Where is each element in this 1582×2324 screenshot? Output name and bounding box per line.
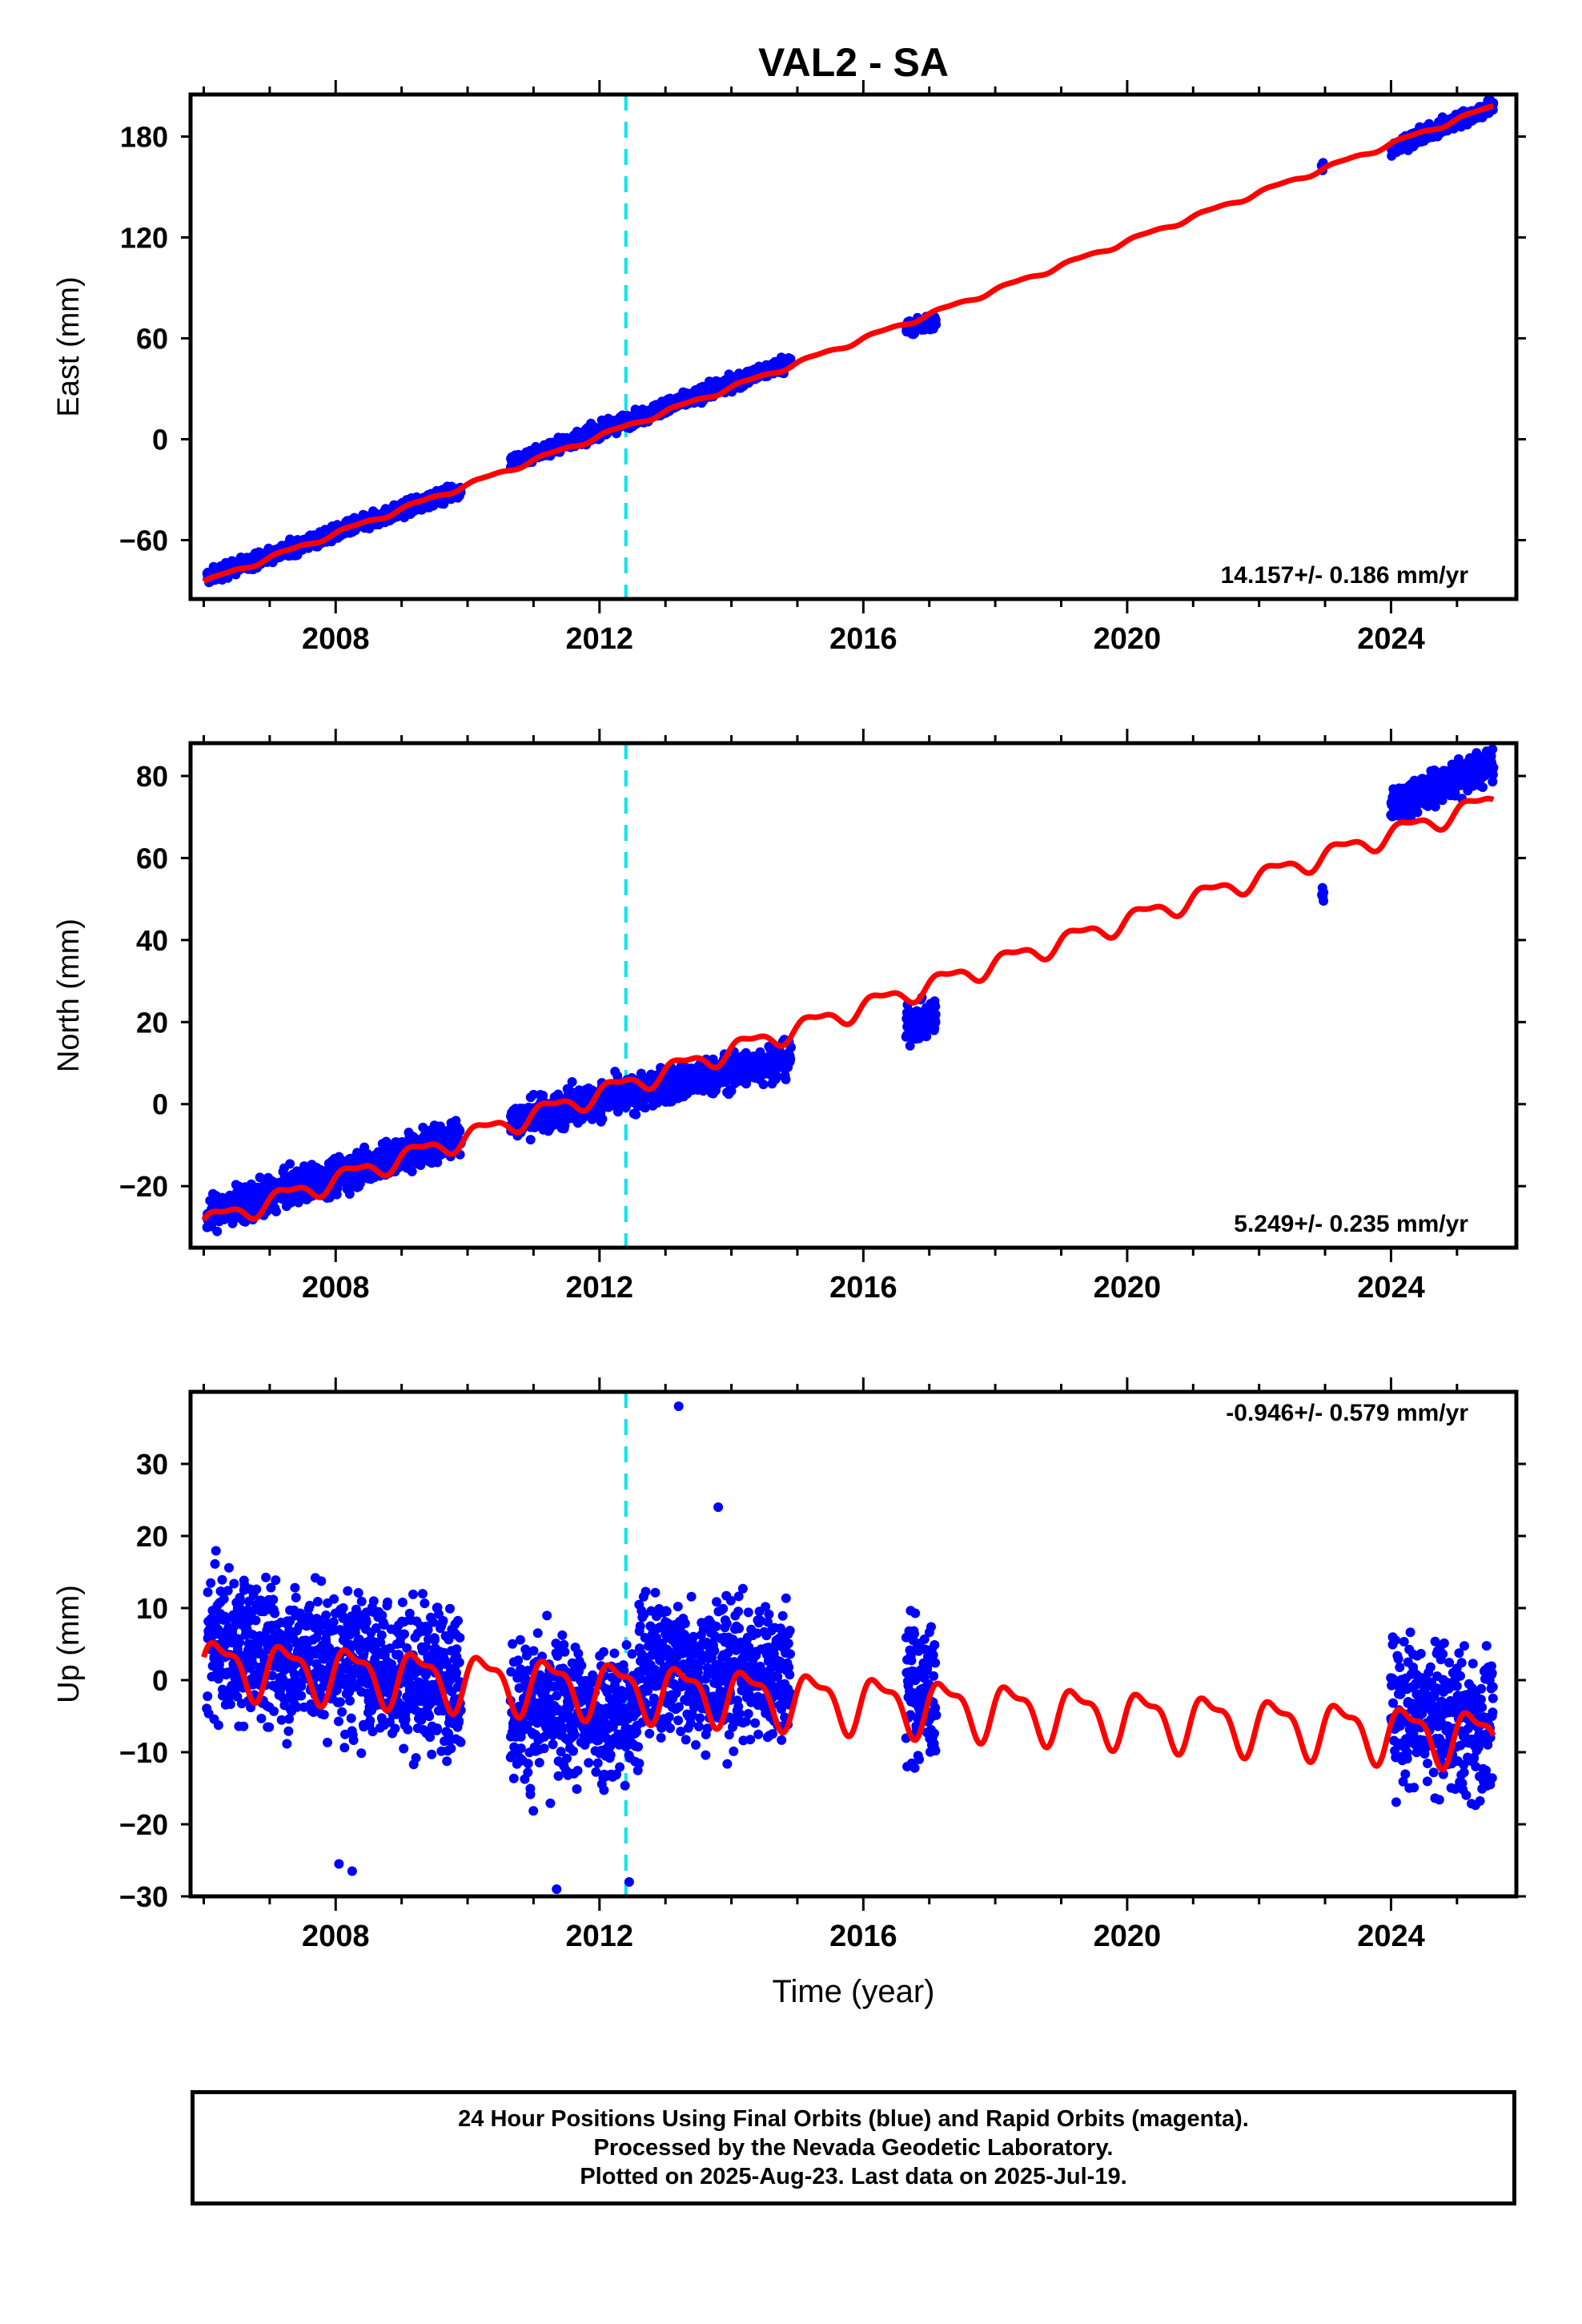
x-tick-label: 2008	[302, 622, 370, 656]
data-point	[285, 1159, 295, 1169]
data-point	[631, 1109, 641, 1120]
y-axis-label: East (mm)	[52, 276, 86, 416]
model-fit-line	[201, 103, 1496, 585]
data-point	[203, 1587, 213, 1598]
y-tick-label: 180	[120, 121, 168, 154]
y-tick-label: 0	[152, 1088, 168, 1121]
figure-title: VAL2 - SA	[758, 40, 949, 85]
data-point	[1488, 762, 1499, 773]
final-orbit-points	[202, 1401, 1498, 1894]
data-point	[1488, 744, 1498, 754]
data-point	[407, 1166, 417, 1176]
data-point	[772, 1072, 782, 1082]
data-point	[224, 1562, 234, 1573]
x-tick-label: 2008	[302, 1271, 370, 1305]
data-point	[455, 1126, 465, 1136]
y-tick-label: −20	[119, 1170, 168, 1203]
data-point	[203, 1691, 213, 1702]
y-tick-label: 0	[152, 424, 168, 456]
rate-label: 5.249+/- 0.235 mm/yr	[1234, 1211, 1468, 1237]
data-point	[931, 320, 942, 330]
data-point	[210, 1558, 220, 1569]
y-axis-label: North (mm)	[52, 919, 86, 1072]
data-point	[1478, 782, 1488, 792]
data-point	[213, 1720, 223, 1731]
panel-east: −60 0 60 120 180 2008 2012 2016 2020 2024 East (mm…	[52, 80, 1526, 656]
x-tick-label: 2024	[1357, 1271, 1425, 1305]
data-point	[597, 1114, 608, 1124]
data-point	[758, 1080, 769, 1090]
data-point	[206, 1578, 216, 1588]
rate-label: 14.157+/- 0.186 mm/yr	[1221, 562, 1469, 589]
y-tick-label: 60	[136, 842, 168, 875]
panel-north: −20 0 20 40 60 80 2008 2012 2016 2020 2024 North (m…	[52, 729, 1526, 1305]
y-tick-label: 60	[136, 323, 168, 356]
y-tick-label: −60	[119, 525, 168, 557]
data-point	[251, 1615, 261, 1626]
data-point	[219, 1594, 229, 1604]
y-tick-label: 80	[136, 760, 168, 793]
data-point	[1412, 807, 1423, 818]
data-point	[785, 1054, 796, 1064]
data-point	[225, 1699, 235, 1710]
data-point	[1319, 896, 1329, 906]
y-tick-label: 120	[120, 222, 168, 255]
data-point	[921, 1031, 932, 1041]
x-tick-label: 2016	[829, 622, 897, 656]
data-point	[930, 1009, 941, 1019]
x-tick-label: 2012	[566, 622, 634, 656]
data-point	[781, 1074, 791, 1084]
plot-area	[201, 1392, 1498, 1896]
x-tick-label: 2016	[829, 1271, 897, 1305]
x-tick-label: 2012	[566, 1271, 634, 1305]
data-point	[1319, 887, 1329, 898]
panels-group: −60 0 60 120 180 2008 2012 2016 2020 2024 East (mm…	[52, 80, 1526, 2009]
data-point	[525, 1135, 536, 1145]
x-tick-label: 2024	[1357, 622, 1425, 656]
x-tick-label: 2020	[1094, 622, 1162, 656]
data-point	[271, 1206, 281, 1216]
plot-area	[201, 94, 1499, 599]
data-point	[212, 1226, 223, 1236]
data-point	[567, 1077, 577, 1087]
y-tick-label: 20	[136, 1006, 168, 1039]
x-tick-label: 2020	[1094, 1271, 1162, 1305]
data-point	[217, 1574, 227, 1585]
plot-area	[201, 743, 1499, 1248]
y-tick-label: 40	[136, 924, 168, 957]
data-point	[239, 1721, 249, 1731]
data-point	[251, 1584, 262, 1594]
data-point	[229, 1578, 239, 1589]
data-point	[211, 1546, 221, 1556]
